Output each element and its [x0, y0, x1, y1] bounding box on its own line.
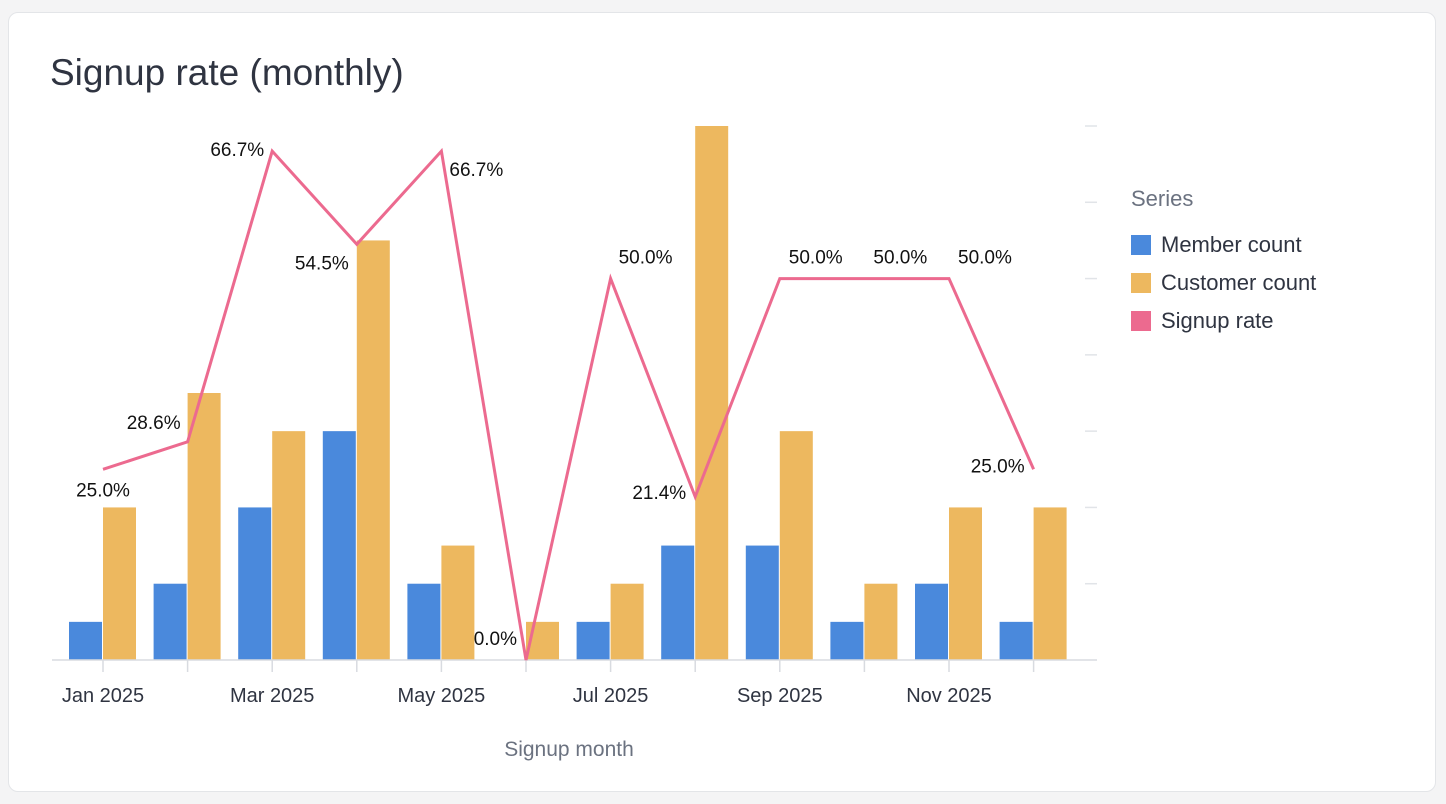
- signup-rate-line: [102, 147, 1035, 661]
- bar-member-count: [322, 431, 356, 660]
- x-axis-label: Signup month: [504, 738, 634, 761]
- legend: Series Member count Customer count Signu…: [1131, 186, 1316, 340]
- x-tick-label: May 2025: [397, 685, 485, 707]
- bar-member-count: [576, 621, 610, 660]
- signup-rate-data-label: 66.7%: [210, 140, 264, 161]
- bar-customer-count: [356, 240, 390, 660]
- signup-rate-data-label: 21.4%: [632, 483, 686, 504]
- bar-member-count: [153, 583, 187, 660]
- legend-item-customer-count[interactable]: Customer count: [1131, 264, 1316, 302]
- chart-title: Signup rate (monthly): [50, 52, 404, 93]
- signup-rate-data-label: 28.6%: [127, 413, 181, 434]
- bar-member-count: [238, 507, 272, 660]
- legend-swatch: [1131, 311, 1151, 331]
- signup-rate-data-label: 66.7%: [449, 160, 503, 181]
- signup-rate-data-label: 54.5%: [295, 253, 349, 274]
- legend-item-member-count[interactable]: Member count: [1131, 226, 1316, 264]
- signup-rate-data-label: 25.0%: [76, 480, 130, 501]
- bar-customer-count: [272, 431, 306, 660]
- bar-member-count: [745, 545, 779, 660]
- signup-rate-data-label: 50.0%: [873, 248, 927, 269]
- bar-customer-count: [610, 583, 644, 660]
- x-tick-label: Nov 2025: [906, 685, 992, 707]
- bar-member-count: [407, 583, 441, 660]
- signup-rate-data-label: 50.0%: [619, 248, 673, 269]
- bar-member-count: [999, 621, 1033, 660]
- bar-member-count: [661, 545, 695, 660]
- legend-title: Series: [1131, 186, 1194, 211]
- signup-rate-data-label: 25.0%: [971, 456, 1025, 477]
- legend-label: Customer count: [1161, 270, 1317, 295]
- legend-swatch: [1131, 235, 1151, 255]
- x-tick-label: Sep 2025: [737, 685, 823, 707]
- legend-swatch: [1131, 273, 1151, 293]
- x-tick-label: Jul 2025: [573, 685, 649, 707]
- bar-customer-count: [187, 393, 221, 660]
- x-tick-label: Jan 2025: [62, 685, 144, 707]
- bar-customer-count: [949, 507, 982, 660]
- legend-label: Signup rate: [1161, 308, 1274, 333]
- x-tick-label: Mar 2025: [230, 685, 315, 707]
- bar-customer-count: [864, 583, 898, 660]
- bar-member-count: [69, 621, 102, 660]
- bar-customer-count: [103, 507, 136, 660]
- legend-label: Member count: [1161, 232, 1302, 257]
- bar-customer-count: [695, 126, 729, 660]
- bar-member-count: [915, 583, 948, 660]
- bar-customer-count: [779, 431, 813, 660]
- signup-rate-data-label: 0.0%: [474, 629, 517, 650]
- signup-rate-data-label: 50.0%: [789, 248, 843, 269]
- legend-item-signup-rate[interactable]: Signup rate: [1131, 302, 1316, 340]
- bar-member-count: [830, 621, 864, 660]
- bar-customer-count: [1033, 507, 1067, 660]
- signup-rate-data-label: 50.0%: [958, 248, 1012, 269]
- bar-customer-count: [441, 545, 475, 660]
